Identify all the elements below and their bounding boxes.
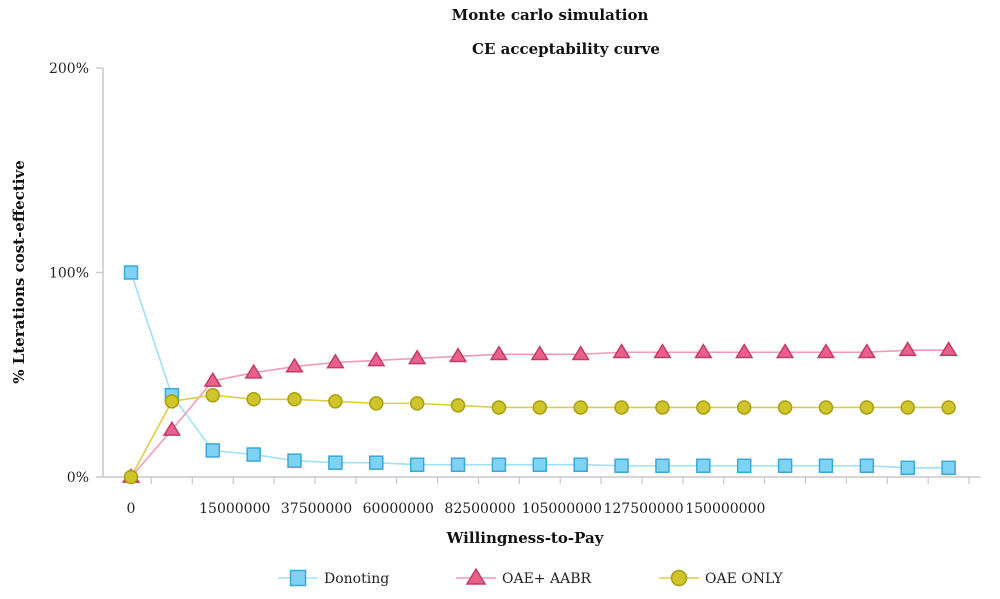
data-point-oae-aabr (203, 371, 222, 387)
axes (102, 68, 981, 478)
data-point-donoting (573, 457, 588, 472)
x-axis-ticks: 0 15000000 37500000 60000000 82500000 1050000… (127, 477, 970, 517)
data-point-donoting (287, 453, 302, 468)
data-point-oae-aabr (571, 345, 590, 361)
data-point-oae-only (328, 394, 343, 409)
x-tick-label: 60000000 (363, 501, 434, 517)
legend-label-oae-aabr: OAE+ AABR (502, 571, 591, 587)
data-point-oae-aabr (530, 345, 549, 361)
x-tick-label: 15000000 (199, 501, 270, 517)
data-point-oae-only (941, 400, 956, 415)
data-point-oae-only (573, 400, 588, 415)
data-point-oae-aabr (735, 343, 754, 359)
data-point-donoting (369, 455, 384, 470)
y-axis-ticks: 0% 100% 200% (49, 61, 103, 486)
x-tick-label: 105000000 (522, 501, 602, 517)
data-point-oae-only (818, 400, 834, 415)
x-tick-label: 127500000 (603, 501, 683, 517)
x-axis-label: Willingness-to-Pay (446, 529, 605, 547)
data-point-donoting (818, 458, 834, 474)
chart-subtitle: CE acceptability curve (472, 40, 660, 58)
data-point-oae-only (614, 400, 629, 415)
data-point-oae-aabr (857, 343, 876, 359)
data-point-oae-only (696, 400, 711, 415)
data-point-oae-only (287, 392, 302, 407)
data-point-oae-only (532, 400, 548, 415)
data-point-oae-only (777, 400, 793, 415)
data-point-oae-aabr (694, 343, 713, 359)
y-tick-label: 200% (49, 61, 89, 77)
data-point-oae-aabr (775, 343, 795, 359)
data-point-oae-aabr (898, 341, 917, 357)
x-tick-label: 37500000 (281, 501, 352, 517)
data-point-oae-only (369, 396, 384, 411)
legend: Donoting OAE+ AABR OAE ONLY (278, 567, 783, 587)
data-point-donoting (777, 458, 793, 474)
data-point-oae-aabr (162, 420, 182, 436)
data-point-donoting (205, 443, 221, 458)
data-point-oae-only (409, 396, 425, 411)
data-point-oae-only (246, 392, 261, 407)
data-point-oae-only (736, 400, 752, 415)
data-point-donoting (491, 457, 507, 472)
x-tick-label: 150000000 (685, 501, 765, 517)
data-point-oae-only (450, 398, 466, 413)
legend-marker-donoting (289, 569, 307, 587)
chart-title: Monte carlo simulation (452, 6, 649, 24)
data-point-oae-aabr (367, 351, 386, 367)
data-point-donoting (859, 458, 875, 474)
data-point-oae-aabr (408, 349, 427, 365)
data-point-donoting (123, 265, 139, 280)
data-point-donoting (246, 447, 261, 462)
x-tick-label: 82500000 (444, 501, 515, 517)
data-point-oae-aabr (244, 363, 263, 379)
y-tick-label: 0% (67, 470, 89, 486)
x-tick-label: 0 (127, 501, 136, 517)
legend-marker-oae-only (670, 569, 688, 587)
data-point-oae-only (205, 387, 221, 403)
data-point-donoting (328, 455, 343, 470)
y-axis-label: % Lterations cost-effective (10, 160, 28, 383)
legend-label-oae-only: OAE ONLY (705, 571, 783, 587)
data-point-oae-only (900, 400, 915, 415)
data-point-donoting (532, 457, 548, 472)
data-point-donoting (614, 458, 629, 474)
data-point-oae-aabr (489, 345, 509, 361)
data-point-oae-only (123, 469, 139, 485)
data-point-donoting (409, 457, 425, 472)
data-point-donoting (941, 460, 956, 476)
data-point-oae-aabr (285, 357, 304, 373)
data-point-oae-aabr (653, 343, 672, 359)
data-point-oae-only (859, 400, 875, 415)
data-point-oae-aabr (612, 343, 631, 359)
data-point-donoting (655, 458, 670, 474)
data-point-donoting (736, 458, 752, 474)
data-point-donoting (900, 460, 915, 476)
legend-label-donoting: Donoting (324, 571, 389, 587)
data-point-donoting (450, 457, 466, 472)
data-point-oae-only (655, 400, 670, 415)
legend-marker-oae-aabr (465, 567, 487, 585)
data-point-donoting (696, 458, 711, 474)
series-markers (121, 265, 958, 485)
data-point-oae-only (491, 400, 507, 415)
data-point-oae-aabr (326, 353, 345, 369)
y-tick-label: 100% (49, 266, 89, 282)
data-point-oae-aabr (939, 341, 958, 357)
data-point-oae-only (164, 394, 180, 409)
data-point-oae-aabr (816, 343, 836, 359)
data-point-oae-aabr (448, 347, 468, 363)
